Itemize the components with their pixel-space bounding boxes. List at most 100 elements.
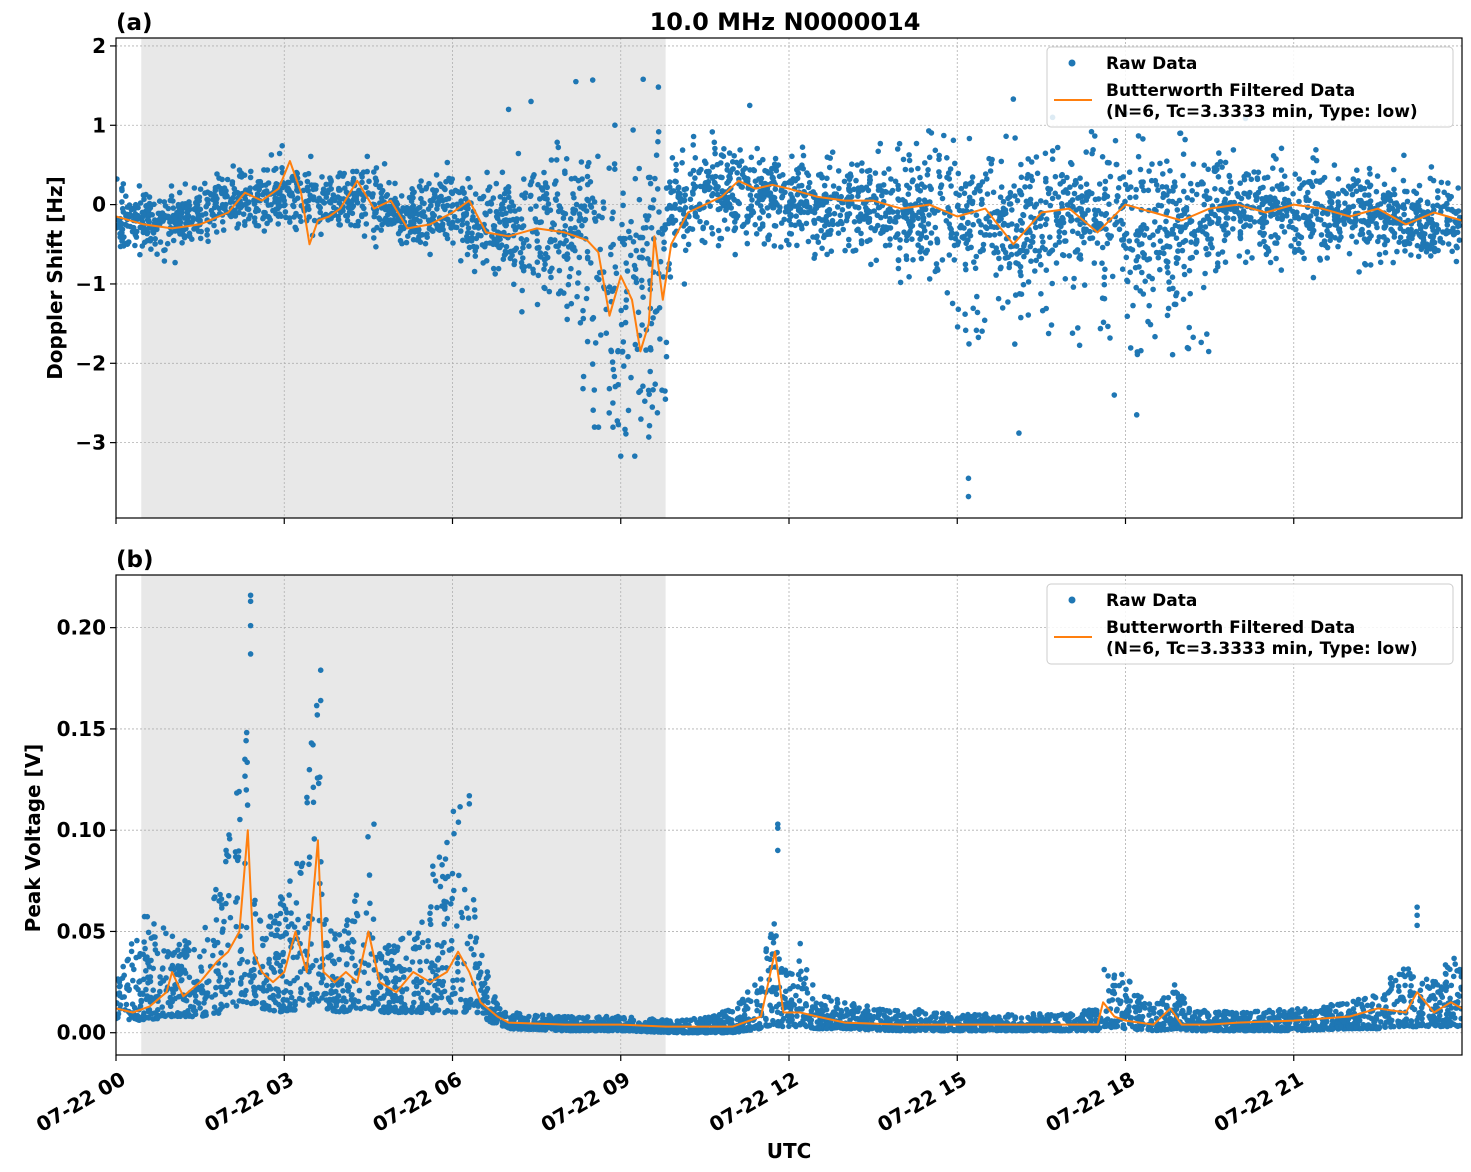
- raw-data-point: [407, 229, 414, 235]
- raw-data-point: [1091, 207, 1098, 213]
- raw-data-point: [712, 180, 718, 187]
- raw-data-point: [1203, 188, 1210, 194]
- raw-data-point: [795, 205, 802, 211]
- raw-data-outlier: [1010, 96, 1017, 102]
- raw-data-point: [1223, 221, 1229, 227]
- raw-data-point: [986, 219, 993, 225]
- raw-data-point: [449, 870, 456, 877]
- raw-data-point: [1290, 191, 1296, 197]
- raw-data-point: [895, 186, 902, 192]
- raw-data-point: [849, 161, 855, 167]
- raw-data-point: [1155, 254, 1162, 261]
- raw-data-point: [669, 155, 676, 161]
- raw-data-point: [1259, 224, 1266, 231]
- raw-data-point: [304, 794, 310, 801]
- raw-data-point: [1263, 251, 1270, 258]
- raw-data-point: [332, 197, 338, 203]
- raw-data-point: [703, 160, 709, 167]
- raw-data-point: [712, 145, 718, 152]
- raw-data-point: [980, 241, 987, 248]
- raw-data-point: [134, 937, 140, 944]
- raw-data-point: [750, 167, 757, 173]
- raw-data-point: [966, 341, 972, 347]
- raw-data-point: [1366, 165, 1373, 172]
- raw-data-point: [1316, 178, 1323, 184]
- raw-data-point: [875, 148, 881, 155]
- raw-data-point: [366, 178, 372, 185]
- raw-data-point: [1092, 212, 1099, 218]
- raw-data-point: [1096, 181, 1103, 187]
- raw-data-point: [1373, 188, 1380, 195]
- raw-data-point: [1437, 238, 1444, 244]
- raw-data-point: [1061, 229, 1068, 236]
- raw-data-point: [1405, 966, 1412, 972]
- raw-data-point: [918, 181, 925, 187]
- raw-data-point: [238, 170, 245, 176]
- raw-data-point: [1166, 198, 1172, 204]
- raw-data-point: [971, 259, 977, 265]
- raw-data-point: [711, 139, 718, 146]
- raw-data-point: [468, 946, 475, 952]
- raw-data-point: [1427, 175, 1434, 182]
- raw-data-point: [1006, 264, 1012, 271]
- raw-data-point: [944, 290, 951, 296]
- raw-data-point: [949, 300, 956, 307]
- panel-a-ylabel: Doppler Shift [Hz]: [43, 176, 67, 380]
- raw-data-point: [1147, 321, 1154, 328]
- raw-data-point: [1123, 986, 1129, 993]
- raw-data-point: [1006, 201, 1013, 207]
- raw-data-point: [628, 218, 634, 225]
- raw-data-point: [623, 431, 629, 437]
- raw-data-point: [589, 316, 596, 322]
- raw-data-point: [1428, 253, 1434, 259]
- raw-data-point: [732, 225, 738, 232]
- raw-data-point: [467, 933, 474, 940]
- raw-data-point: [1356, 269, 1362, 275]
- raw-data-point: [872, 170, 879, 176]
- raw-data-point: [1012, 135, 1018, 141]
- raw-data-point: [594, 274, 600, 281]
- raw-data-point: [1329, 191, 1336, 197]
- raw-data-point: [1227, 200, 1233, 206]
- raw-data-point: [1243, 171, 1250, 177]
- raw-data-point: [292, 224, 299, 231]
- raw-data-point: [204, 227, 210, 233]
- raw-data-point: [1445, 241, 1452, 247]
- raw-data-point: [556, 249, 562, 255]
- raw-data-point: [157, 239, 164, 245]
- raw-data-point: [1380, 195, 1387, 202]
- raw-data-point: [1429, 241, 1435, 247]
- raw-data-point: [1247, 223, 1253, 229]
- raw-data-point: [1385, 195, 1391, 202]
- raw-data-point: [371, 235, 377, 241]
- raw-data-point: [119, 226, 126, 233]
- raw-data-point: [1149, 161, 1155, 167]
- raw-data-point: [1079, 233, 1085, 240]
- raw-data-point: [853, 177, 859, 184]
- raw-data-point: [1422, 223, 1429, 230]
- panel-a-axes: 210−1−2−3: [75, 34, 1295, 524]
- raw-data-point: [1449, 206, 1455, 213]
- raw-data-point: [136, 183, 143, 189]
- raw-data-point: [245, 206, 252, 213]
- raw-data-point: [128, 941, 135, 947]
- raw-data-point: [438, 193, 444, 200]
- raw-data-point: [298, 218, 304, 225]
- raw-data-point: [1267, 259, 1274, 266]
- raw-data-point: [1112, 221, 1118, 228]
- raw-data-point: [117, 243, 124, 250]
- raw-data-point: [745, 215, 752, 221]
- raw-data-point: [484, 169, 490, 176]
- raw-data-point: [709, 164, 716, 170]
- raw-data-point: [172, 259, 178, 266]
- raw-data-point: [266, 960, 272, 966]
- raw-data-point: [1249, 255, 1255, 261]
- raw-data-point: [575, 177, 582, 184]
- raw-data-point: [449, 895, 456, 902]
- raw-data-point: [449, 223, 456, 230]
- raw-data-point: [276, 211, 283, 217]
- raw-data-point: [705, 168, 712, 175]
- raw-data-point: [1350, 998, 1357, 1005]
- raw-data-point: [434, 206, 440, 212]
- raw-data-point: [505, 184, 512, 190]
